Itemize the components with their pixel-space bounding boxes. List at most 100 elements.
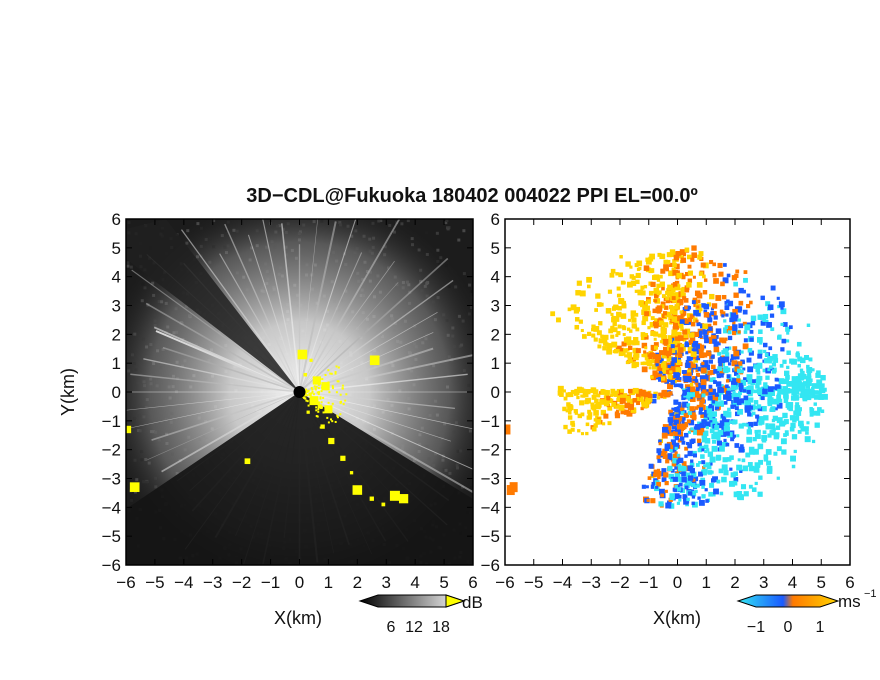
x-tick-label: −5 xyxy=(145,573,164,592)
velocity-cell xyxy=(790,358,797,365)
velocity-cell xyxy=(802,396,808,402)
velocity-cell xyxy=(678,404,682,408)
velocity-cell xyxy=(674,456,681,463)
velocity-cell xyxy=(646,498,650,502)
velocity-cell xyxy=(662,338,669,345)
velocity-cell xyxy=(702,468,708,474)
velocity-cell xyxy=(693,357,699,363)
velocity-cell xyxy=(791,376,797,382)
velocity-cell xyxy=(602,337,608,343)
velocity-cell xyxy=(671,357,677,363)
velocity-cell xyxy=(618,272,623,278)
velocity-cell xyxy=(642,305,647,310)
velocity-cell xyxy=(702,323,708,329)
velocity-cell xyxy=(758,418,765,425)
velocity-cell xyxy=(574,388,578,393)
velocity-cell xyxy=(698,471,704,477)
velocity-cell xyxy=(635,340,640,346)
velocity-cell xyxy=(737,306,743,311)
velocity-cell xyxy=(617,324,622,329)
velocity-cell xyxy=(612,327,618,333)
velocity-cell xyxy=(702,465,706,470)
reflectivity-spoke xyxy=(131,269,300,393)
velocity-cell xyxy=(811,383,817,389)
velocity-cell xyxy=(570,304,577,311)
clutter-echo xyxy=(334,372,337,375)
velocity-cell xyxy=(661,432,668,439)
velocity-cell xyxy=(582,334,587,339)
velocity-cell xyxy=(737,458,741,462)
velocity-cell xyxy=(632,347,639,354)
velocity-cell xyxy=(653,391,658,397)
velocity-cell xyxy=(685,360,689,364)
velocity-cell xyxy=(693,309,699,316)
velocity-cell xyxy=(704,488,708,492)
velocity-cell xyxy=(702,360,709,366)
velocity-cell xyxy=(721,314,725,318)
velocity-cell xyxy=(789,415,796,421)
y-tick-label: 2 xyxy=(491,325,500,344)
velocity-cell xyxy=(756,404,762,409)
velocity-cell xyxy=(742,321,747,326)
velocity-cell xyxy=(713,346,720,353)
velocity-cell xyxy=(743,338,748,343)
velocity-cell xyxy=(718,271,724,277)
velocity-cell xyxy=(797,356,803,362)
y-tick-label: −6 xyxy=(102,556,121,575)
velocity-cell xyxy=(724,368,729,374)
velocity-cell xyxy=(682,466,687,470)
velocity-cell xyxy=(816,379,823,386)
velocity-cell xyxy=(656,283,661,288)
velocity-cell xyxy=(732,327,737,333)
velocity-cell xyxy=(708,326,713,331)
velocity-cell xyxy=(760,295,765,301)
velocity-cell xyxy=(623,337,630,343)
velocity-cell xyxy=(658,501,664,507)
velocity-cell xyxy=(703,278,708,282)
velocity-cell xyxy=(676,442,680,446)
clutter-echo xyxy=(316,391,319,394)
reflectivity-colorbar: dB 6 12 18 xyxy=(358,593,483,636)
velocity-cell xyxy=(657,475,661,480)
noise-cell xyxy=(468,283,472,287)
velocity-cell xyxy=(715,394,722,401)
velocity-cell xyxy=(595,420,600,425)
velocity-cell xyxy=(586,284,591,289)
y-tick-label: −4 xyxy=(102,498,121,517)
velocity-cell xyxy=(818,386,824,392)
velocity-cell xyxy=(765,319,769,324)
velocity-cell xyxy=(628,388,633,394)
velocity-cell xyxy=(718,372,724,378)
clutter-echo xyxy=(321,382,330,391)
velocity-cell xyxy=(722,386,729,393)
velocity-cell xyxy=(717,423,723,429)
velocity-cell xyxy=(712,377,716,381)
clutter-echo xyxy=(315,380,318,383)
velocity-cell xyxy=(627,327,631,331)
x-tick-label: −1 xyxy=(639,573,658,592)
clutter-echo xyxy=(317,401,320,404)
velocity-cell xyxy=(709,456,716,463)
velocity-cell xyxy=(691,495,696,499)
velocity-cell xyxy=(666,454,673,461)
velocity-cell xyxy=(668,347,673,351)
velocity-cell xyxy=(668,356,673,361)
velocity-cell xyxy=(660,331,666,337)
velocity-cell xyxy=(725,352,730,357)
velocity-cell xyxy=(730,472,736,478)
velocity-cell xyxy=(678,498,682,502)
velocity-cell xyxy=(662,389,667,395)
y-tick-label: 3 xyxy=(112,297,121,316)
velocity-cell xyxy=(695,369,699,373)
velocity-cell xyxy=(690,321,696,327)
velocity-cell xyxy=(751,411,756,416)
velocity-cell xyxy=(671,329,678,336)
clutter-echo xyxy=(327,405,330,408)
velocity-cell xyxy=(738,300,744,306)
velocity-cell xyxy=(606,397,611,401)
velocity-cell xyxy=(675,444,680,449)
velocity-cell xyxy=(793,410,799,416)
velocity-cell xyxy=(613,348,619,354)
velocity-cell xyxy=(729,317,734,323)
